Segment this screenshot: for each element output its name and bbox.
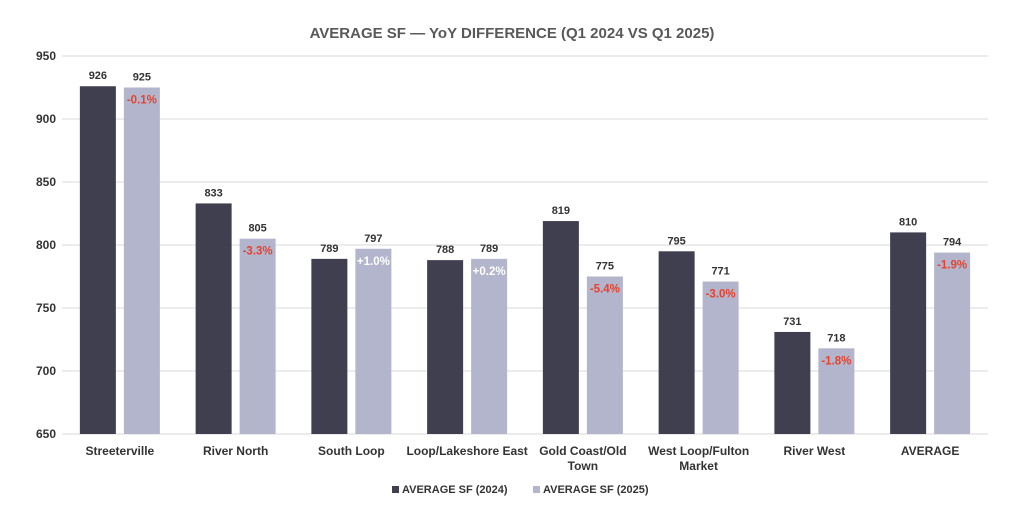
yoy-change-label: -1.8% (821, 355, 851, 367)
y-tick-label: 950 (36, 49, 56, 63)
yoy-change-label: -3.3% (243, 246, 273, 258)
y-axis: 650 700 750 800 850 900 950 (36, 49, 56, 441)
y-tick-label: 650 (36, 427, 56, 441)
legend-swatch (392, 486, 399, 493)
value-label: 731 (783, 316, 801, 328)
bar (542, 221, 579, 434)
y-tick-label: 700 (36, 364, 56, 378)
value-label: 775 (596, 261, 614, 273)
bar (934, 252, 971, 434)
value-label: 794 (943, 237, 962, 249)
bar (890, 232, 927, 434)
value-label: 833 (204, 187, 222, 199)
value-label: 795 (667, 235, 685, 247)
x-tick-label: South Loop (318, 444, 385, 458)
x-axis: Streeterville River North South Loop Loop/L… (86, 444, 960, 473)
value-label: 805 (248, 223, 266, 235)
bar (355, 248, 392, 434)
legend-label: AVERAGE SF (2025) (543, 484, 649, 496)
value-label: 789 (480, 243, 498, 255)
bar (658, 251, 695, 434)
bars (79, 86, 971, 435)
x-tick-label: River West (783, 444, 845, 458)
yoy-change-label: -1.9% (937, 260, 967, 272)
x-tick-label: River North (203, 444, 268, 458)
legend-swatch (533, 486, 540, 493)
data-labels: 926 925 -0.1% 833 805 -3.3% 789 797 +1.0% 788 789 +… (89, 70, 967, 367)
bar (123, 87, 160, 434)
y-tick-label: 900 (36, 112, 56, 126)
bar (774, 331, 811, 434)
value-label: 925 (133, 72, 151, 84)
bar (311, 258, 348, 434)
legend-label: AVERAGE SF (2024) (402, 484, 508, 496)
x-tick-label: West Loop/Fulton (648, 444, 749, 458)
value-label: 771 (711, 266, 729, 278)
x-tick-label: Market (679, 459, 718, 473)
bar (239, 238, 276, 434)
value-label: 788 (436, 244, 454, 256)
chart-title: AVERAGE SF — YoY DIFFERENCE (Q1 2024 VS … (310, 25, 715, 42)
legend: AVERAGE SF (2024) AVERAGE SF (2025) (392, 484, 649, 496)
x-tick-label: Town (568, 459, 598, 473)
x-tick-label: Gold Coast/Old (539, 444, 626, 458)
yoy-change-label: -3.0% (706, 289, 736, 301)
value-label: 819 (552, 205, 570, 217)
value-label: 789 (320, 243, 338, 255)
value-label: 718 (827, 332, 845, 344)
y-tick-label: 850 (36, 175, 56, 189)
value-label: 797 (364, 233, 382, 245)
yoy-change-label: +0.2% (473, 266, 506, 278)
yoy-change-label: -0.1% (127, 95, 157, 107)
bar (195, 203, 232, 434)
bar (427, 260, 464, 434)
y-tick-label: 800 (36, 238, 56, 252)
value-label: 810 (899, 216, 917, 228)
bar (818, 348, 855, 434)
value-label: 926 (89, 70, 107, 82)
yoy-change-label: +1.0% (357, 256, 390, 268)
bar (471, 258, 508, 434)
bar (79, 86, 116, 435)
y-tick-label: 750 (36, 301, 56, 315)
x-tick-label: Loop/Lakeshore East (406, 444, 527, 458)
x-tick-label: Streeterville (86, 444, 155, 458)
x-tick-label: AVERAGE (901, 444, 959, 458)
bar (586, 276, 623, 434)
bar (702, 281, 739, 434)
yoy-change-label: -5.4% (590, 284, 620, 296)
